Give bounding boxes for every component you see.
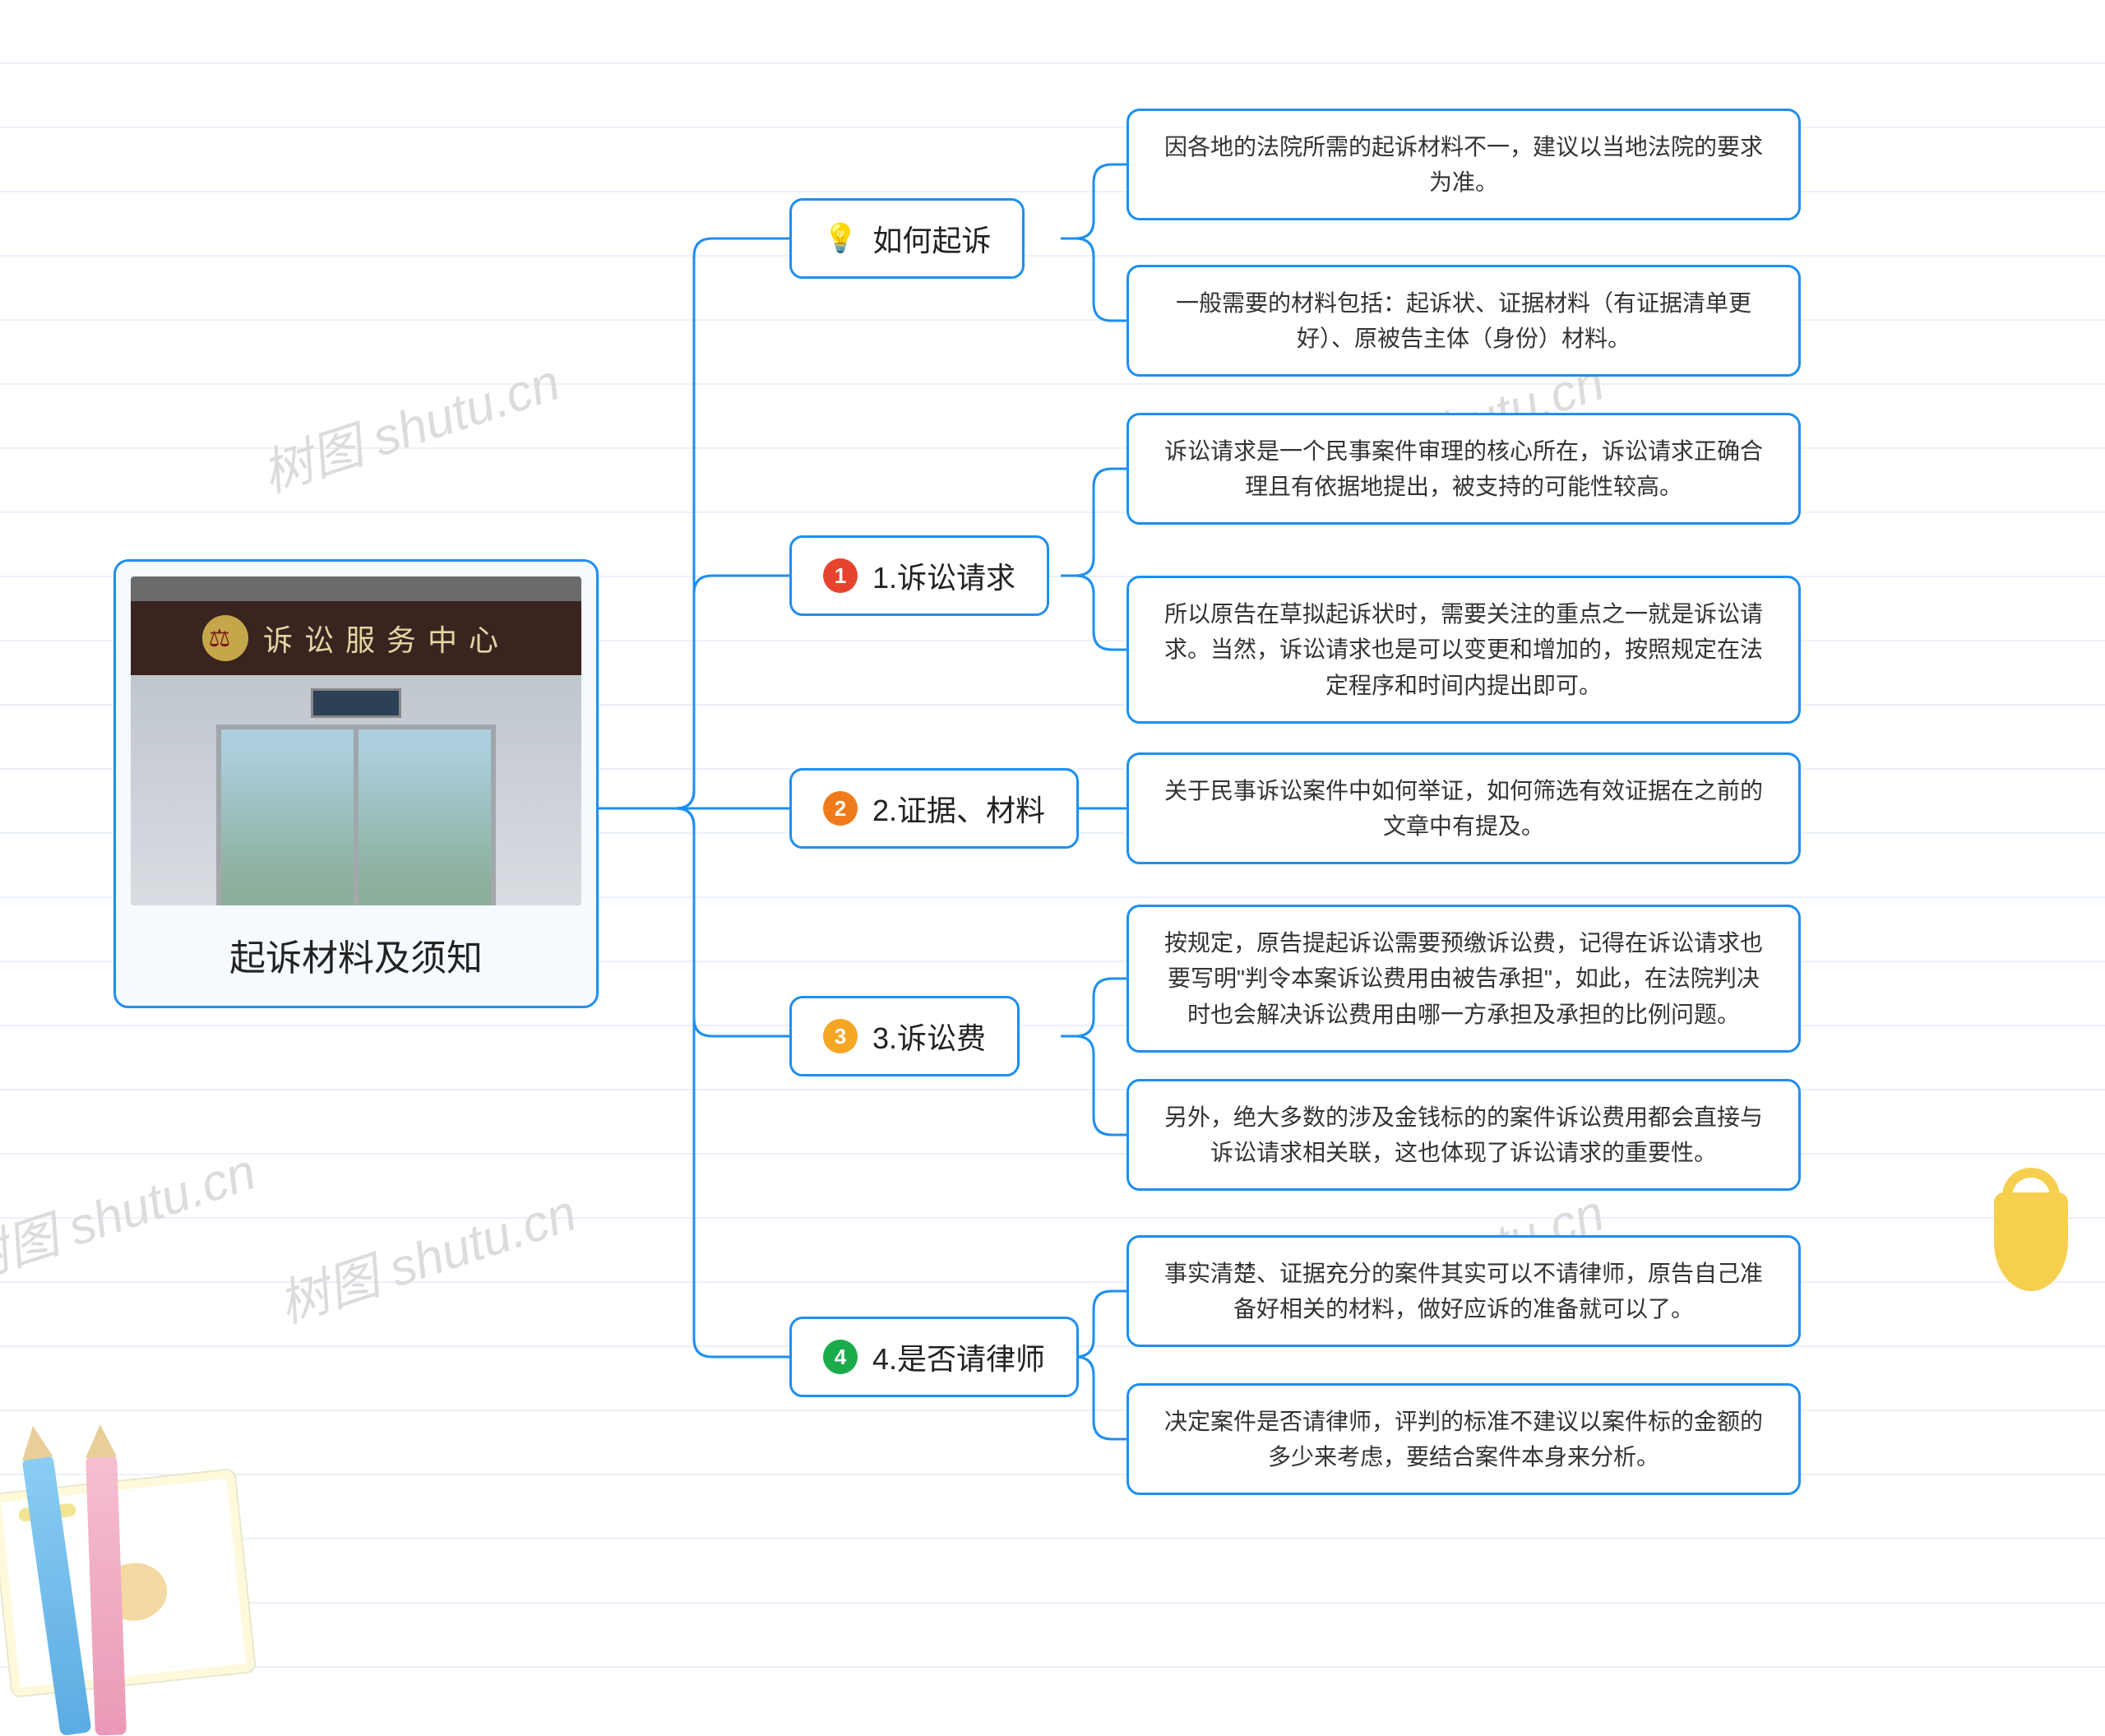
court-emblem-icon: ⚖ bbox=[202, 615, 248, 661]
branch-label: 如何起诉 bbox=[872, 217, 991, 260]
stationery-decoration bbox=[0, 1390, 263, 1686]
root-title: 起诉材料及须知 bbox=[131, 928, 581, 981]
branch-label: 2.证据、材料 bbox=[872, 787, 1045, 830]
number-badge-icon: 1 bbox=[823, 558, 858, 593]
number-badge-icon: 4 bbox=[823, 1340, 858, 1374]
root-image: ⚖ 诉讼服务中心 bbox=[131, 576, 581, 905]
branch-node-b1: 1 1.诉讼请求 bbox=[789, 535, 1049, 616]
building-sign: ⚖ 诉讼服务中心 bbox=[131, 601, 581, 675]
lightbulb-icon: 💡 bbox=[823, 222, 858, 255]
number-badge-icon: 3 bbox=[823, 1019, 858, 1053]
leaf-node: 所以原告在草拟起诉状时，需要关注的重点之一就是诉讼请求。当然，诉讼请求也是可以变… bbox=[1127, 576, 1801, 724]
leaf-node: 事实清楚、证据充分的案件其实可以不请律师，原告自己准备好相关的材料，做好应诉的准… bbox=[1127, 1235, 1801, 1348]
led-screen bbox=[311, 688, 401, 718]
entrance-door bbox=[216, 724, 496, 905]
leaf-node: 关于民事诉讼案件中如何举证，如何筛选有效证据在之前的文章中有提及。 bbox=[1127, 752, 1801, 865]
leaf-node: 决定案件是否请律师，评判的标准不建议以案件标的金额的多少来考虑，要结合案件本身来… bbox=[1127, 1383, 1801, 1496]
branch-label: 1.诉讼请求 bbox=[872, 554, 1015, 597]
binder-clip-decoration bbox=[1982, 1168, 2080, 1316]
number-badge-icon: 2 bbox=[823, 791, 858, 826]
leaf-node: 诉讼请求是一个民事案件审理的核心所在，诉讼请求正确合理且有依据地提出，被支持的可… bbox=[1127, 413, 1801, 525]
branch-node-b0: 💡 如何起诉 bbox=[789, 198, 1025, 279]
branch-label: 3.诉讼费 bbox=[872, 1015, 986, 1058]
branch-label: 4.是否请律师 bbox=[872, 1336, 1045, 1378]
leaf-node: 因各地的法院所需的起诉材料不一，建议以当地法院的要求为准。 bbox=[1127, 109, 1801, 221]
branch-node-b2: 2 2.证据、材料 bbox=[789, 768, 1079, 849]
leaf-node: 另外，绝大多数的涉及金钱标的的案件诉讼费用都会直接与诉讼请求相关联，这也体现了诉… bbox=[1127, 1079, 1801, 1192]
branch-node-b4: 4 4.是否请律师 bbox=[789, 1317, 1079, 1397]
root-node: ⚖ 诉讼服务中心 起诉材料及须知 bbox=[113, 559, 599, 1008]
leaf-node: 按规定，原告提起诉讼需要预缴诉讼费，记得在诉讼请求也要写明"判令本案诉讼费用由被… bbox=[1127, 905, 1801, 1053]
building-sign-text: 诉讼服务中心 bbox=[263, 617, 510, 660]
building-body bbox=[131, 675, 581, 905]
leaf-node: 一般需要的材料包括：起诉状、证据材料（有证据清单更好）、原被告主体（身份）材料。 bbox=[1127, 265, 1801, 377]
branch-node-b3: 3 3.诉讼费 bbox=[789, 996, 1020, 1076]
